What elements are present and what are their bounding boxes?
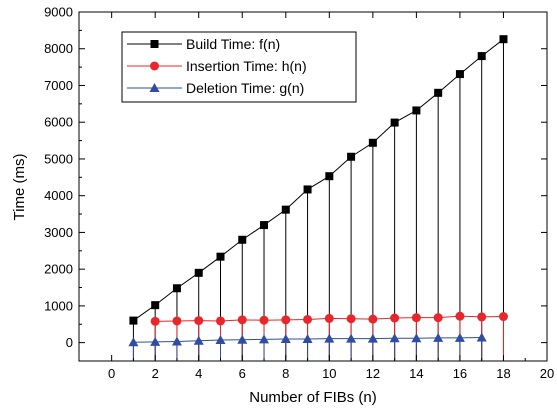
data-point-s2-2 [171,336,182,346]
data-point-s1-13 [433,313,443,323]
legend-label-2: Deletion Time: g(n) [186,80,304,96]
data-point-s0-15 [455,70,464,79]
legend-label-0: Build Time: f(n) [186,36,280,52]
data-point-s1-7 [303,314,313,324]
data-point-s1-5 [259,315,269,325]
x-tick-label-2: 4 [195,366,202,381]
data-point-s2-14 [433,332,444,342]
data-point-s2-10 [346,333,357,343]
data-point-s0-14 [434,88,443,97]
data-point-s1-11 [390,313,400,323]
data-point-s1-6 [281,315,291,325]
data-point-s1-8 [324,313,334,323]
data-point-s2-4 [215,335,226,345]
x-tick-label-1: 2 [152,366,159,381]
data-point-s0-1 [151,301,160,310]
legend-label-1: Insertion Time: h(n) [186,58,307,74]
x-axis-title: Number of FIBs (n) [249,389,377,406]
data-point-s0-17 [499,35,508,44]
data-point-s0-3 [194,268,203,277]
plot-frame [78,11,548,362]
data-point-s1-16 [498,312,508,322]
series-markers [128,35,508,347]
data-point-s1-1 [172,316,182,326]
data-point-s0-9 [325,172,334,181]
x-tick-label-3: 6 [239,366,246,381]
x-tick-label-9: 18 [496,366,510,381]
y-tick-label-6: 6000 [44,115,73,130]
data-point-s2-6 [259,334,270,344]
y-axis-title: Time (ms) [11,154,28,221]
data-point-s1-2 [194,316,204,326]
x-tick-label-6: 12 [366,366,380,381]
data-point-s0-4 [216,252,225,261]
y-tick-label-4: 4000 [44,188,73,203]
data-point-s2-15 [454,332,465,342]
data-point-s0-7 [281,205,290,214]
data-point-s2-16 [476,332,487,342]
data-point-s0-5 [238,235,247,244]
tick-labels: 0 2 4 6 8 10 12 14 16 18 20 0 1000 2000 3000 4000 5000 60… [44,5,554,382]
legend-marker-2 [149,83,160,92]
data-point-s2-0 [128,337,139,347]
data-point-s0-6 [260,221,269,230]
data-point-s2-5 [237,334,248,344]
data-point-s0-13 [412,106,421,115]
data-point-s1-10 [368,314,378,324]
y-tick-label-8: 8000 [44,41,73,56]
data-point-s1-0 [150,316,160,326]
x-tick-label-4: 8 [282,366,289,381]
x-tick-label-10: 20 [540,366,554,381]
data-point-s2-1 [150,336,161,346]
data-point-s0-2 [172,284,181,293]
data-point-s1-15 [477,312,487,322]
data-point-s1-3 [215,316,225,326]
x-tick-label-5: 10 [322,366,336,381]
x-tick-label-8: 16 [453,366,467,381]
data-point-s0-8 [303,185,312,194]
data-point-s2-13 [411,333,422,343]
data-point-s0-0 [129,316,138,325]
legend-marker-0 [150,40,159,48]
data-point-s2-8 [302,333,313,343]
y-tick-label-5: 5000 [44,151,73,166]
x-tick-label-7: 14 [409,366,423,381]
data-point-s1-9 [346,314,356,324]
y-tick-label-1: 1000 [44,298,73,313]
axis-ticks [79,11,548,361]
data-point-s0-16 [477,52,486,61]
data-point-s2-11 [367,333,378,343]
data-point-s1-12 [411,313,421,323]
y-tick-label-0: 0 [66,335,73,350]
x-tick-label-0: 0 [108,366,115,381]
data-point-s2-7 [280,333,291,343]
data-point-s2-9 [324,333,335,343]
data-point-s1-14 [455,311,465,321]
y-tick-label-7: 7000 [44,78,73,93]
data-point-s0-12 [390,118,399,127]
data-point-s0-10 [347,152,356,161]
y-tick-label-9: 9000 [44,5,73,20]
data-point-s2-3 [193,335,204,345]
data-point-s2-12 [389,333,400,343]
legend-marker-1 [150,61,159,71]
data-point-s0-11 [368,138,377,147]
y-tick-label-3: 3000 [44,225,73,240]
data-point-s1-4 [237,315,247,325]
legend: Build Time: f(n) Insertion Time: h(n) Dele… [121,31,357,103]
y-tick-label-2: 2000 [44,262,73,277]
